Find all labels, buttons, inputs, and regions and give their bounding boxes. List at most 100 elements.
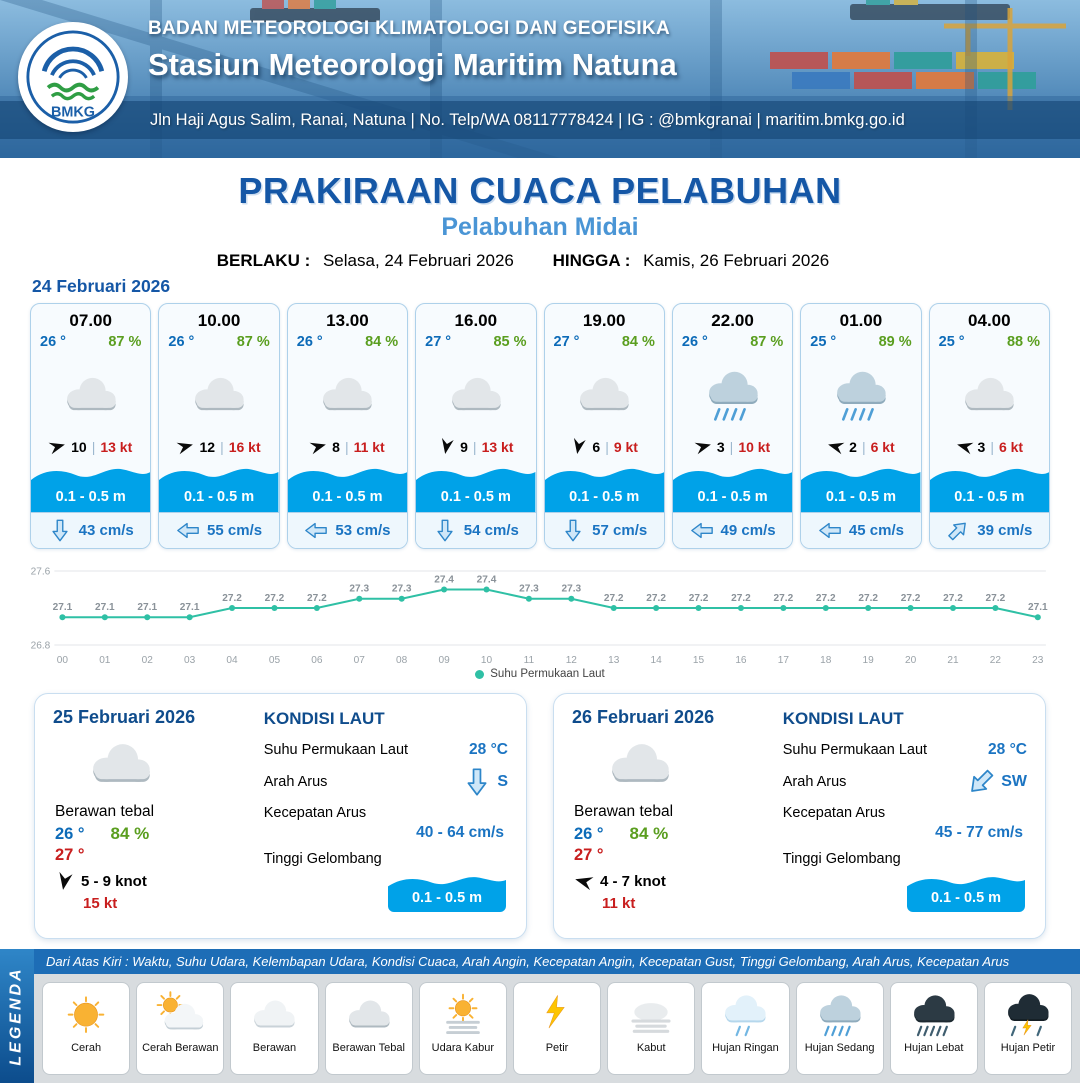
air-temperature: 26 ° <box>168 334 195 350</box>
forecast-time: 01.00 <box>839 311 883 330</box>
night-temperature: 27 ° <box>55 846 85 864</box>
humidity: 84 % <box>110 824 150 843</box>
humidity: 87 % <box>750 334 784 350</box>
berawan-tebal-icon <box>336 986 402 1042</box>
current-speed: 53 cm/s <box>335 522 391 539</box>
current-direction-value: SW <box>966 769 1027 794</box>
wind-direction-icon <box>825 436 846 457</box>
wind-speed: 6 <box>592 438 601 455</box>
wave-height-band: 0.1 - 0.5 m <box>801 460 921 512</box>
svg-text:27.2: 27.2 <box>646 593 666 604</box>
svg-text:26.8: 26.8 <box>31 641 51 652</box>
legend-label: Cerah <box>71 1042 102 1054</box>
current-direction-label: Arah Arus <box>263 774 328 790</box>
forecast-time: 19.00 <box>582 311 626 330</box>
forecast-time: 07.00 <box>69 311 112 330</box>
wave-height: 0.1 - 0.5 m <box>411 890 483 906</box>
weather-icon <box>159 350 278 438</box>
wave-height-band: 0.1 - 0.5 m <box>287 460 408 512</box>
forecast-card: 19.00 27 ° 84 % 6 | 9 kt 0.1 - 0.5 m 57 … <box>543 303 665 549</box>
current-row: 43 cm/s <box>31 512 151 548</box>
current-direction-icon <box>465 767 489 797</box>
forecast-time: 16.00 <box>454 311 498 330</box>
wind-speed: 5 - 9 knot <box>81 873 147 890</box>
wind-row: 5 - 9 knot <box>55 871 258 891</box>
current-direction-icon <box>818 521 842 540</box>
wind-row: 12 | 16 kt <box>159 438 278 460</box>
sst-value: 28 °C <box>988 741 1027 758</box>
gust-speed: 13 kt <box>481 438 514 455</box>
day-temperature: 26 ° <box>55 825 85 843</box>
svg-text:27.2: 27.2 <box>307 593 327 604</box>
wind-row: 6 | 9 kt <box>545 437 664 460</box>
forecast-time: 22.00 <box>711 311 754 330</box>
forecast-time: 04.00 <box>968 311 1011 330</box>
separator: | <box>605 438 609 455</box>
svg-text:27.2: 27.2 <box>774 593 794 604</box>
svg-text:27.3: 27.3 <box>519 584 539 595</box>
svg-text:11: 11 <box>524 655 535 666</box>
svg-text:21: 21 <box>947 655 959 666</box>
current-speed-row: Kecepatan Arus <box>783 805 1027 821</box>
legend-title: LEGENDA <box>8 966 26 1066</box>
wind-row: 3 | 10 kt <box>673 438 792 460</box>
svg-text:27.2: 27.2 <box>222 593 242 604</box>
svg-text:06: 06 <box>311 655 323 666</box>
current-direction-label: Arah Arus <box>782 774 847 790</box>
svg-text:27.1: 27.1 <box>1028 602 1048 613</box>
wind-row: 10 | 13 kt <box>31 438 150 460</box>
svg-text:16: 16 <box>735 655 747 666</box>
legend-item: Hujan Ringan <box>701 982 790 1075</box>
legend-item: Berawan Tebal <box>324 982 413 1075</box>
air-temperature: 26 ° <box>296 334 323 350</box>
svg-text:27.4: 27.4 <box>434 575 454 586</box>
weather-icon <box>288 350 407 438</box>
svg-text:23: 23 <box>1032 655 1044 666</box>
legend-item: Berawan <box>230 982 319 1075</box>
legend-main: Dari Atas Kiri : Waktu, Suhu Udara, Kele… <box>34 949 1080 1083</box>
legend-item: Cerah <box>42 982 131 1075</box>
validity-line: BERLAKU : Selasa, 24 Februari 2026 HINGG… <box>0 251 1080 271</box>
legend-item: Petir <box>512 982 602 1075</box>
condition-text: Berawan tebal <box>55 803 155 820</box>
svg-text:27.3: 27.3 <box>349 584 369 595</box>
current-speed: 45 cm/s <box>848 522 904 539</box>
wind-direction-icon <box>954 436 975 457</box>
air-temperature: 27 ° <box>425 334 452 350</box>
svg-text:27.3: 27.3 <box>561 584 581 595</box>
wind-row: 4 - 7 knot <box>574 872 777 891</box>
legend-item: Kabut <box>607 982 696 1075</box>
sst-row: Suhu Permukaan Laut 28 °C <box>783 741 1027 759</box>
weather-icon <box>53 728 258 803</box>
sea-conditions-title: KONDISI LAUT <box>263 709 385 728</box>
wind-row: 9 | 13 kt <box>416 437 535 460</box>
svg-text:12: 12 <box>566 655 578 666</box>
svg-text:27.1: 27.1 <box>95 602 115 613</box>
svg-text:20: 20 <box>905 655 917 666</box>
temp-humidity-row: 25 ° 89 % <box>801 331 920 350</box>
temp-humidity-row: 26 ° 84 % <box>55 824 258 844</box>
station-address: Jln Haji Agus Salim, Ranai, Natuna | No.… <box>0 101 1080 139</box>
wind-speed: 8 <box>332 438 340 455</box>
gust-speed: 13 kt <box>100 438 133 455</box>
wave-height-band: 0.1 - 0.5 m <box>416 460 536 512</box>
gust-speed: 15 kt <box>83 895 118 912</box>
gust-speed: 10 kt <box>738 438 771 455</box>
air-temperature: 27 ° <box>553 334 580 350</box>
weather-icon <box>801 350 920 438</box>
gust-speed: 16 kt <box>228 438 261 455</box>
current-speed: 57 cm/s <box>592 522 648 539</box>
wind-speed: 4 - 7 knot <box>600 873 666 890</box>
berlaku-label: BERLAKU : <box>216 251 311 270</box>
temp-humidity-row: 26 ° 87 % <box>673 331 792 350</box>
legend-label: Hujan Sedang <box>804 1042 875 1054</box>
series-marker <box>475 669 485 679</box>
logo-text: BMKG <box>51 104 95 120</box>
svg-text:27.6: 27.6 <box>31 567 51 578</box>
air-temperature: 26 ° <box>681 334 708 350</box>
gust-speed: 6 kt <box>998 438 1024 455</box>
cerah-icon <box>53 986 119 1042</box>
wave-height: 0.1 - 0.5 m <box>697 489 768 505</box>
wind-speed: 3 <box>716 438 725 455</box>
legend-label: Hujan Ringan <box>712 1042 779 1054</box>
